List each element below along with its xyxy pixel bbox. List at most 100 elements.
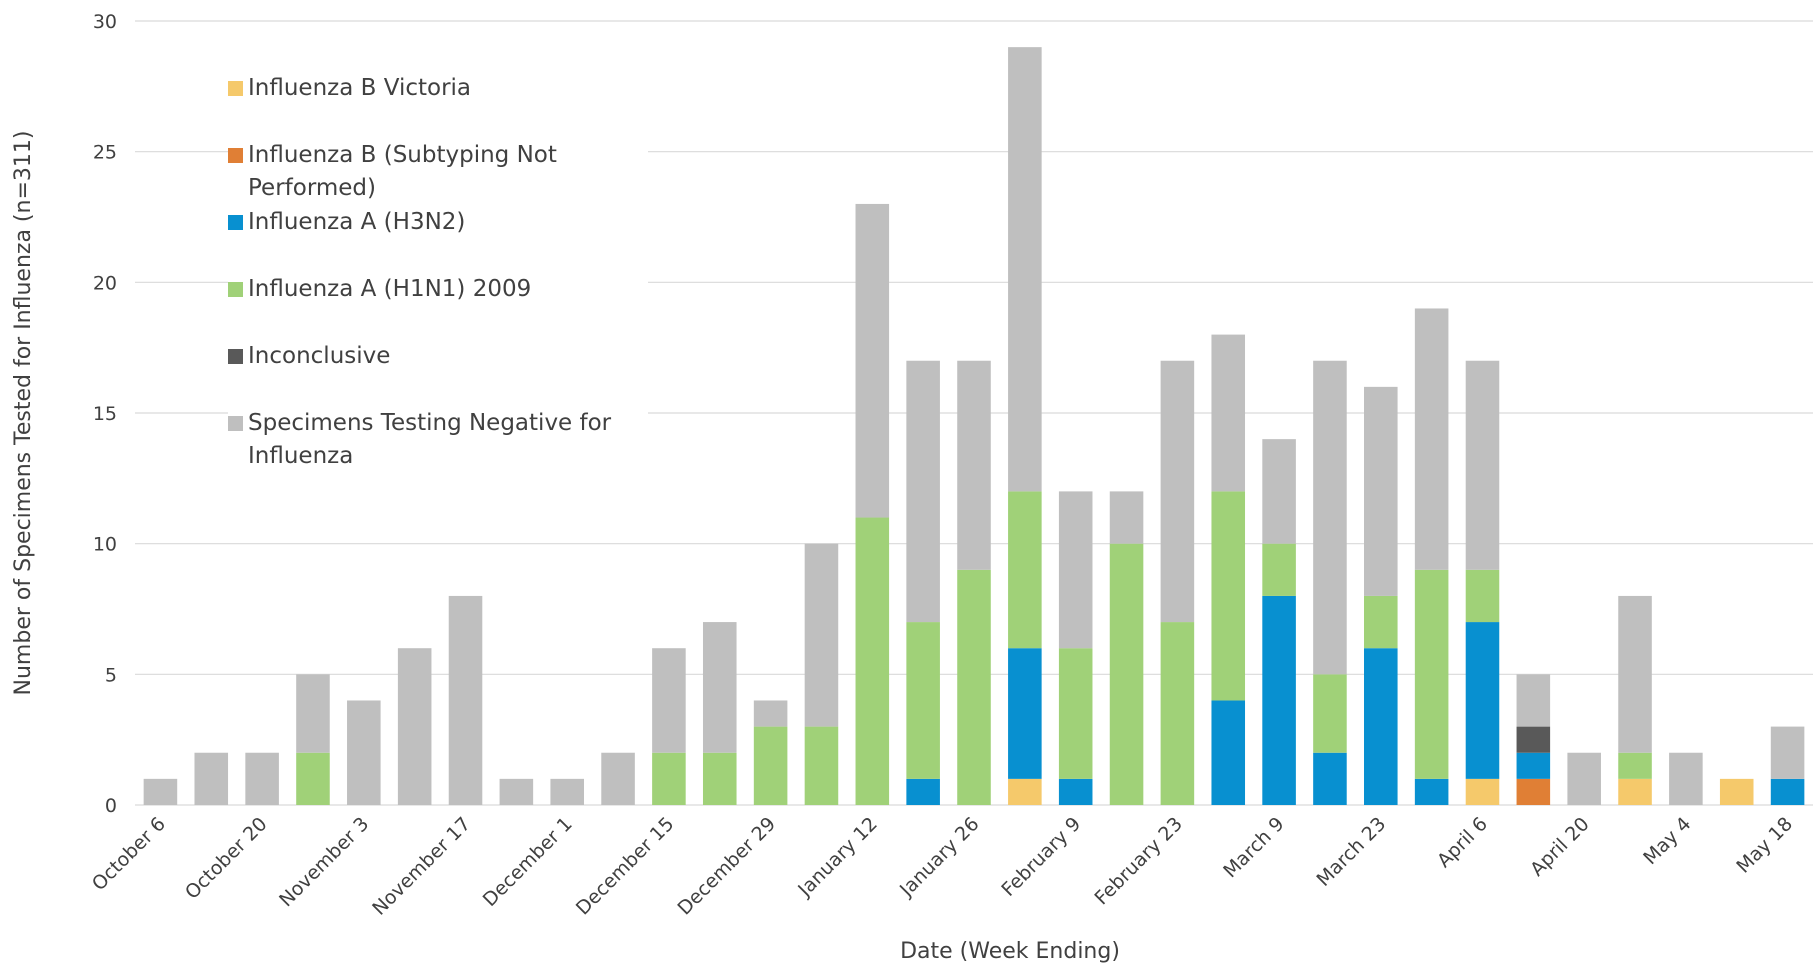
legend-swatch (228, 349, 243, 364)
legend-item: Influenza A (H3N2) (228, 206, 648, 273)
legend-swatch (228, 81, 243, 96)
legend-swatch (228, 148, 243, 163)
bar-segment (957, 360, 991, 570)
bar-segment (1414, 569, 1449, 779)
bar-segment (1618, 752, 1652, 779)
bar-segment (1516, 778, 1551, 805)
bar-segment (296, 752, 330, 805)
x-tick-label: April 20 (1526, 813, 1594, 881)
y-tick-label: 0 (105, 795, 117, 817)
bar-segment (1313, 674, 1347, 753)
bar-segment (1364, 595, 1398, 649)
bar-segment (1262, 543, 1296, 596)
bar-segment (1109, 543, 1144, 805)
y-tick-label: 15 (93, 403, 117, 425)
bar-segment (1008, 778, 1042, 805)
legend-swatch (228, 416, 243, 431)
legend-item: Specimens Testing Negative for Influenza (228, 407, 648, 474)
bar-segment (397, 648, 432, 805)
x-tick-label: February 9 (997, 813, 1085, 901)
legend-swatch (228, 282, 243, 297)
bar-segment (601, 752, 635, 805)
y-tick-label: 5 (105, 664, 117, 686)
bar-segment (1160, 360, 1195, 623)
bar-segment (906, 360, 940, 623)
bar-segment (1160, 622, 1195, 805)
bar-segment (906, 622, 940, 779)
legend-label: Influenza B (Subtyping Not Performed) (248, 142, 557, 201)
legend-item: Influenza B Victoria (228, 72, 648, 139)
bar-segment (1262, 439, 1296, 544)
bar-segment (1058, 491, 1093, 649)
bar-segment (1516, 752, 1551, 779)
legend-item: Influenza B (Subtyping Not Performed) (228, 139, 648, 206)
x-tick-label: March 9 (1219, 813, 1288, 882)
bar-segment (245, 752, 279, 805)
bar-segment (296, 674, 330, 753)
bar-segment (1618, 595, 1652, 753)
y-tick-label: 30 (93, 11, 117, 33)
bar-segment (1058, 778, 1093, 805)
y-tick-label: 25 (93, 142, 117, 164)
bar-segment (499, 778, 534, 805)
bar-segment (1364, 386, 1398, 596)
bar-segment (753, 726, 788, 805)
legend-label: Influenza A (H3N2) (248, 209, 466, 235)
bar-segment (1618, 778, 1652, 805)
bar-segment (1211, 334, 1246, 492)
bar-segment (1313, 752, 1347, 805)
x-tick-label: December 1 (479, 813, 577, 911)
legend-swatch (228, 215, 243, 230)
x-tick-label: November 17 (368, 813, 475, 920)
bar-segment (957, 569, 991, 805)
bar-segment (1364, 648, 1398, 805)
y-tick-label: 20 (93, 272, 117, 294)
bar-segment (550, 778, 584, 805)
bar-segment (855, 203, 890, 518)
bar-segment (1669, 752, 1703, 805)
x-tick-label: October 20 (181, 813, 272, 904)
bar-segment (1465, 360, 1500, 570)
bar-segment (1770, 778, 1805, 805)
bar-segment (347, 700, 381, 805)
bar-segment (1211, 700, 1246, 805)
bar-segment (1516, 726, 1551, 753)
bar-segment (652, 648, 686, 753)
x-axis-label: Date (Week Ending) (900, 939, 1120, 964)
x-tick-label: February 23 (1090, 813, 1186, 909)
x-tick-label: May 18 (1732, 813, 1797, 878)
bar-segment (1770, 726, 1805, 779)
bar-segment (1262, 595, 1296, 805)
legend: Influenza B Victoria Influenza B (Subtypi… (228, 72, 648, 474)
bar-segment (1008, 491, 1042, 649)
bar-segment (1414, 778, 1449, 805)
y-axis-label: Number of Specimens Tested for Influenza… (11, 131, 36, 696)
legend-label: Inconclusive (248, 343, 391, 369)
x-tick-label: April 6 (1433, 813, 1492, 872)
bar-segment (1008, 47, 1042, 492)
bar-segment (1008, 648, 1042, 779)
bar-segment (702, 752, 737, 805)
x-tick-label: December 29 (674, 813, 781, 920)
bar-segment (906, 778, 940, 805)
bar-segment (1211, 491, 1246, 701)
x-tick-label: October 6 (88, 813, 170, 895)
bar-segment (1465, 569, 1500, 623)
bar-segment (143, 778, 178, 805)
x-tick-label: November 3 (275, 813, 373, 911)
x-tick-label: January 26 (895, 813, 984, 902)
bar-segment (1567, 752, 1601, 805)
bar-segment (1313, 360, 1347, 675)
x-tick-label: March 23 (1312, 813, 1390, 891)
legend-label: Influenza A (H1N1) 2009 (248, 276, 532, 302)
bar-segment (194, 752, 229, 805)
x-tick-label: January 12 (793, 813, 882, 902)
bar-segment (448, 595, 483, 805)
bar-segment (1465, 778, 1500, 805)
bar-segment (1465, 622, 1500, 779)
x-tick-label: December 15 (572, 813, 679, 920)
legend-item: Influenza A (H1N1) 2009 (228, 273, 648, 340)
legend-label: Influenza B Victoria (248, 75, 472, 101)
